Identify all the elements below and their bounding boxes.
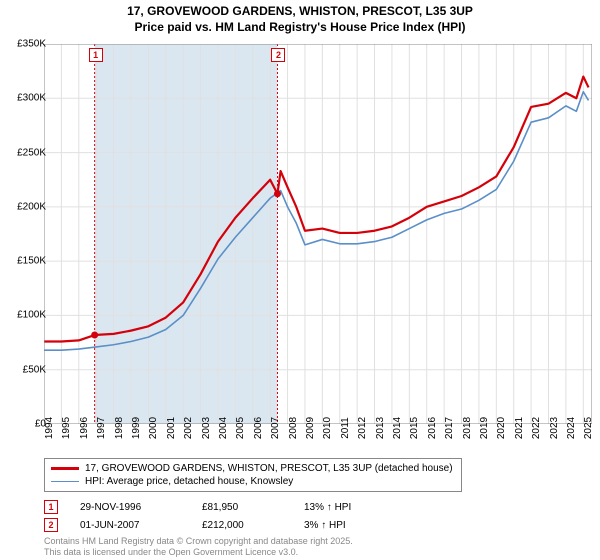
legend-swatch: [51, 467, 79, 469]
x-tick-label: 2021: [514, 417, 525, 439]
x-tick-label: 2019: [479, 417, 490, 439]
x-tick-label: 2024: [566, 417, 577, 439]
x-tick-label: 2009: [305, 417, 316, 439]
x-tick-label: 2007: [270, 417, 281, 439]
x-tick-label: 2010: [322, 417, 333, 439]
x-tick-label: 2020: [496, 417, 507, 439]
x-tick-label: 2005: [235, 417, 246, 439]
transaction-price: £212,000: [202, 520, 282, 531]
x-tick-label: 2004: [218, 417, 229, 439]
y-tick-label: £50K: [23, 364, 46, 375]
transaction-marker: 1: [44, 500, 58, 514]
y-tick-label: £150K: [17, 256, 46, 267]
legend-label: 17, GROVEWOOD GARDENS, WHISTON, PRESCOT,…: [85, 463, 453, 474]
legend-row: 17, GROVEWOOD GARDENS, WHISTON, PRESCOT,…: [51, 462, 453, 475]
x-tick-label: 2023: [549, 417, 560, 439]
x-tick-label: 1994: [44, 417, 55, 439]
transaction-row: 1 29-NOV-1996 £81,950 13% ↑ HPI: [44, 498, 394, 516]
x-tick-label: 1997: [96, 417, 107, 439]
transaction-row: 2 01-JUN-2007 £212,000 3% ↑ HPI: [44, 516, 394, 534]
transaction-delta: 13% ↑ HPI: [304, 502, 394, 513]
x-tick-label: 2002: [183, 417, 194, 439]
x-tick-label: 2001: [166, 417, 177, 439]
transaction-date: 01-JUN-2007: [80, 520, 180, 531]
chart-area: [44, 44, 592, 424]
marker-flag: 2: [271, 48, 285, 62]
x-tick-label: 2025: [583, 417, 594, 439]
legend-label: HPI: Average price, detached house, Know…: [85, 476, 293, 487]
x-tick-label: 2014: [392, 417, 403, 439]
transaction-date: 29-NOV-1996: [80, 502, 180, 513]
y-tick-label: £100K: [17, 310, 46, 321]
y-tick-label: £350K: [17, 39, 46, 50]
x-tick-label: 1996: [79, 417, 90, 439]
y-tick-label: £200K: [17, 201, 46, 212]
x-tick-label: 2018: [462, 417, 473, 439]
x-tick-label: 2013: [375, 417, 386, 439]
x-tick-label: 2022: [531, 417, 542, 439]
marker-flag: 1: [89, 48, 103, 62]
x-tick-label: 2003: [201, 417, 212, 439]
title-line-1: 17, GROVEWOOD GARDENS, WHISTON, PRESCOT,…: [0, 4, 600, 20]
x-tick-label: 2016: [427, 417, 438, 439]
x-tick-label: 2000: [148, 417, 159, 439]
transaction-delta: 3% ↑ HPI: [304, 520, 394, 531]
x-tick-label: 1999: [131, 417, 142, 439]
legend-row: HPI: Average price, detached house, Know…: [51, 475, 453, 488]
x-tick-label: 2011: [340, 417, 351, 439]
title-line-2: Price paid vs. HM Land Registry's House …: [0, 20, 600, 36]
chart-container: 17, GROVEWOOD GARDENS, WHISTON, PRESCOT,…: [0, 0, 600, 560]
x-tick-label: 2008: [288, 417, 299, 439]
footnote-line-1: Contains HM Land Registry data © Crown c…: [44, 536, 353, 547]
title-block: 17, GROVEWOOD GARDENS, WHISTON, PRESCOT,…: [0, 0, 600, 35]
y-tick-label: £300K: [17, 93, 46, 104]
x-tick-label: 2015: [409, 417, 420, 439]
plot-svg: [44, 44, 592, 424]
y-tick-label: £250K: [17, 147, 46, 158]
transactions-table: 1 29-NOV-1996 £81,950 13% ↑ HPI 2 01-JUN-2007…: [44, 498, 394, 534]
legend-swatch: [51, 481, 79, 483]
x-tick-label: 1998: [114, 417, 125, 439]
x-tick-label: 2006: [253, 417, 264, 439]
x-tick-label: 2012: [357, 417, 368, 439]
transaction-marker: 2: [44, 518, 58, 532]
transaction-price: £81,950: [202, 502, 282, 513]
x-tick-label: 1995: [61, 417, 72, 439]
footnote-line-2: This data is licensed under the Open Gov…: [44, 547, 353, 558]
legend: 17, GROVEWOOD GARDENS, WHISTON, PRESCOT,…: [44, 458, 462, 492]
footnote: Contains HM Land Registry data © Crown c…: [44, 536, 353, 558]
x-tick-label: 2017: [444, 417, 455, 439]
